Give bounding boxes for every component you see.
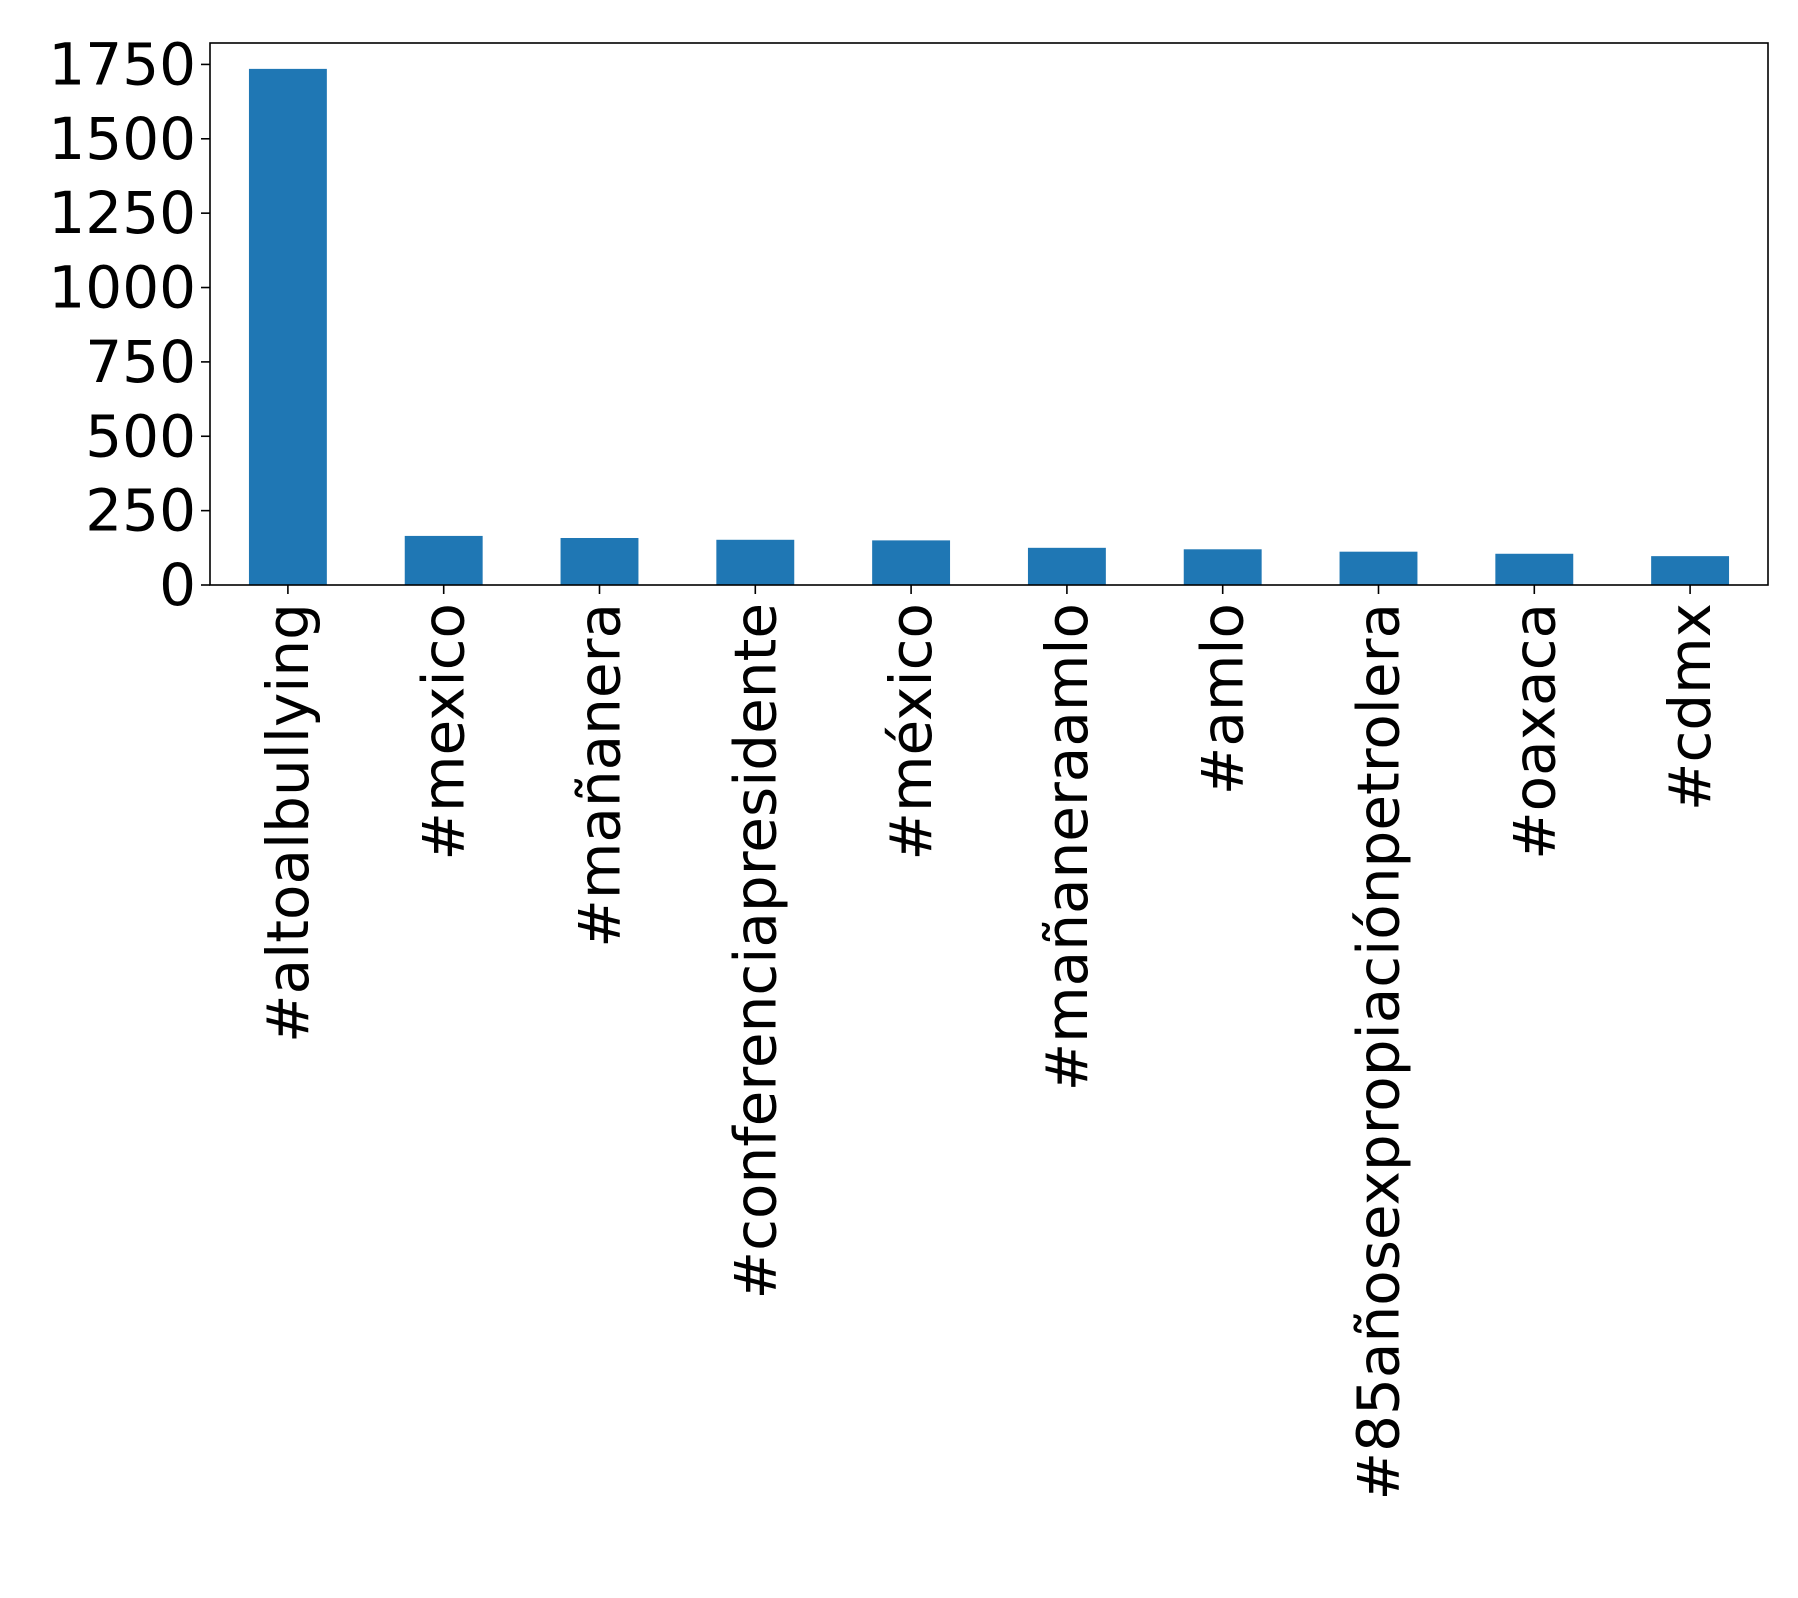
bar-6	[1027, 547, 1106, 585]
y-tick-label: 0	[159, 551, 196, 619]
x-tick-label: #cdmx	[1656, 603, 1724, 811]
y-tick-label: 1500	[48, 105, 196, 173]
bar-4	[716, 539, 795, 585]
y-tick-label: 500	[85, 402, 196, 470]
bar-3	[560, 537, 639, 585]
x-tick-label: #amlo	[1189, 603, 1257, 795]
x-tick-label: #oaxaca	[1500, 603, 1568, 860]
x-tick-label: #mañanera	[566, 603, 634, 948]
x-tick-label: #mañaneraamlo	[1033, 603, 1101, 1091]
bar-2	[404, 535, 483, 585]
bars-group	[248, 68, 1730, 585]
y-tick-label: 1250	[48, 179, 196, 247]
x-axis-ticks: #altoalbullying #mexico #mañanera #conferen…	[254, 585, 1724, 1500]
y-tick-label: 250	[85, 477, 196, 545]
bar-7	[1183, 549, 1262, 585]
bar-8	[1339, 551, 1418, 585]
x-tick-label: #85añosexpropiaciónpetrolera	[1345, 603, 1413, 1500]
bar-10	[1651, 556, 1730, 585]
x-tick-label: #conferenciapresidente	[721, 603, 789, 1299]
bar-1	[248, 68, 327, 585]
x-tick-label: #méxico	[877, 603, 945, 861]
x-tick-label: #altoalbullying	[254, 603, 322, 1043]
y-tick-label: 750	[85, 328, 196, 396]
y-tick-label: 1000	[48, 254, 196, 322]
y-tick-label: 1750	[48, 30, 196, 98]
bar-5	[872, 540, 951, 585]
bar-9	[1495, 553, 1574, 585]
plot-frame	[209, 42, 1769, 586]
x-tick-label: #mexico	[410, 603, 478, 861]
